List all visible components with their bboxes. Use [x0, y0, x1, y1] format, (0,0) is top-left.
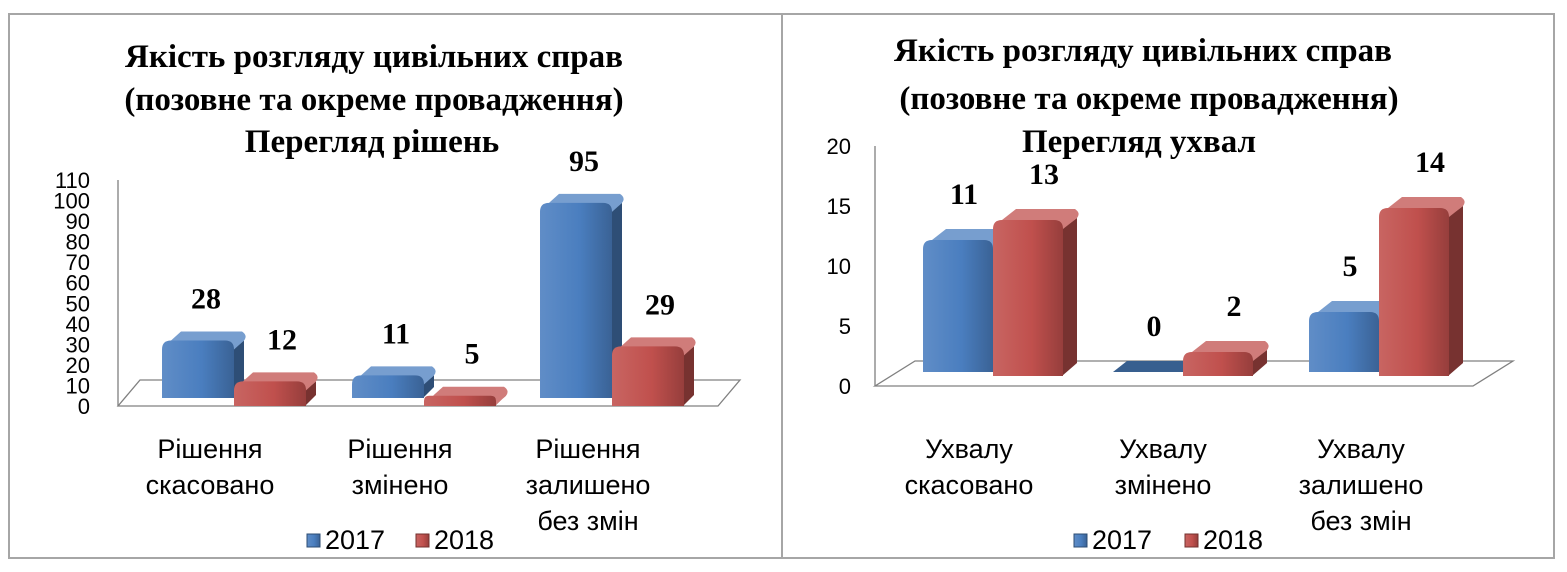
bar-front-face	[352, 375, 424, 398]
bar-2017-2	[540, 193, 624, 398]
chart-left: Якість розгляду цивільних справ (позовне …	[53, 39, 742, 555]
data-label: 11	[382, 317, 410, 350]
chart-panel-left: Якість розгляду цивільних справ (позовне …	[8, 13, 783, 559]
data-label: 14	[1415, 146, 1445, 179]
bar-front-face	[993, 220, 1063, 376]
bar-2018-2	[1379, 197, 1465, 376]
legend-swatch-2018	[415, 533, 430, 548]
y-tick-label: 20	[66, 353, 90, 378]
data-label: 2	[1227, 290, 1242, 323]
bar-2017-1	[352, 366, 436, 398]
data-label: 29	[645, 288, 675, 321]
y-tick-label: 20	[827, 134, 851, 159]
y-tick-label: 100	[53, 189, 90, 214]
category-label: скасовано	[146, 470, 275, 500]
bar-side-face	[683, 346, 694, 406]
bar-front-face	[540, 202, 612, 398]
bar-2017-0	[162, 331, 246, 398]
legend-label-2018: 2018	[434, 525, 494, 555]
legend-swatch-2017	[1073, 533, 1088, 548]
category-label: змінено	[1115, 470, 1212, 500]
data-label: 5	[465, 338, 480, 371]
data-label: 13	[1029, 158, 1059, 191]
bar-front-face	[1183, 352, 1253, 376]
category-label: Ухвалу	[925, 434, 1013, 464]
bar-flat-face	[1113, 361, 1197, 372]
bar-side-face	[1062, 218, 1077, 376]
bar-2018-1	[424, 386, 508, 406]
category-label: Ухвалу	[1317, 434, 1405, 464]
chart-title-line: Перегляд ухвал	[1022, 124, 1256, 160]
bar-2018-2	[612, 337, 696, 406]
bar-2018-1	[1183, 341, 1269, 376]
bar-side-face	[423, 375, 434, 398]
bar-front-face	[1379, 208, 1449, 376]
data-label: 11	[950, 178, 978, 211]
legend-label-2017: 2017	[1092, 525, 1152, 555]
legend-swatch-2017	[306, 533, 321, 548]
data-label: 28	[191, 282, 221, 315]
y-tick-label: 10	[827, 254, 851, 279]
bar-front-face	[234, 381, 306, 406]
bar-front-face	[162, 340, 234, 398]
bar-front-face	[923, 240, 993, 372]
category-label: залишено	[526, 470, 651, 500]
bar-2017-1	[1113, 361, 1197, 372]
y-tick-label: 0	[78, 394, 90, 419]
y-tick-label: 30	[66, 332, 90, 357]
y-tick-label: 15	[827, 194, 851, 219]
category-label: залишено	[1299, 470, 1424, 500]
y-tick-label: 60	[66, 271, 90, 296]
category-label: без змін	[537, 506, 638, 536]
category-label: Рішення	[535, 434, 640, 464]
bar-side-face	[1448, 206, 1463, 376]
chart-panel-right: Якість розгляду цивільних справ (позовне …	[781, 13, 1555, 559]
y-tick-label: 0	[839, 374, 851, 399]
chart-title-line: Перегляд рішень	[245, 124, 499, 160]
chart-title-line: (позовне та окреме провадження)	[899, 81, 1398, 117]
y-tick-label: 10	[66, 373, 90, 398]
y-tick-label: 70	[66, 250, 90, 275]
category-label: без змін	[1310, 506, 1411, 536]
y-tick-label: 90	[66, 209, 90, 234]
data-label: 12	[267, 323, 297, 356]
y-tick-label: 80	[66, 230, 90, 255]
legend-label-2017: 2017	[325, 525, 385, 555]
chart-right: Якість розгляду цивільних справ (позовне …	[827, 33, 1516, 555]
chart-title-line: Якість розгляду цивільних справ	[125, 39, 623, 75]
category-label: Рішення	[347, 434, 452, 464]
data-label: 0	[1147, 310, 1162, 343]
category-label: змінено	[352, 470, 449, 500]
bar-2018-0	[234, 372, 318, 406]
y-tick-label: 5	[839, 314, 851, 339]
bar-side-face	[305, 381, 316, 406]
y-tick-label: 110	[55, 168, 90, 193]
data-label: 95	[569, 145, 599, 178]
category-label: Ухвалу	[1119, 434, 1207, 464]
legend-label-2018: 2018	[1203, 525, 1263, 555]
bar-front-face	[1309, 312, 1379, 372]
chart-title-line: Якість розгляду цивільних справ	[894, 33, 1392, 69]
chart-title-line: (позовне та окреме провадження)	[124, 82, 623, 118]
y-tick-label: 50	[66, 291, 90, 316]
data-label: 5	[1343, 250, 1358, 283]
y-tick-label: 40	[66, 312, 90, 337]
category-label: Рішення	[157, 434, 262, 464]
bar-front-face	[424, 395, 496, 406]
legend-swatch-2018	[1184, 533, 1199, 548]
bar-front-face	[612, 346, 684, 406]
bar-side-face	[1252, 350, 1267, 376]
bar-2018-0	[993, 209, 1079, 376]
category-label: скасовано	[905, 470, 1034, 500]
